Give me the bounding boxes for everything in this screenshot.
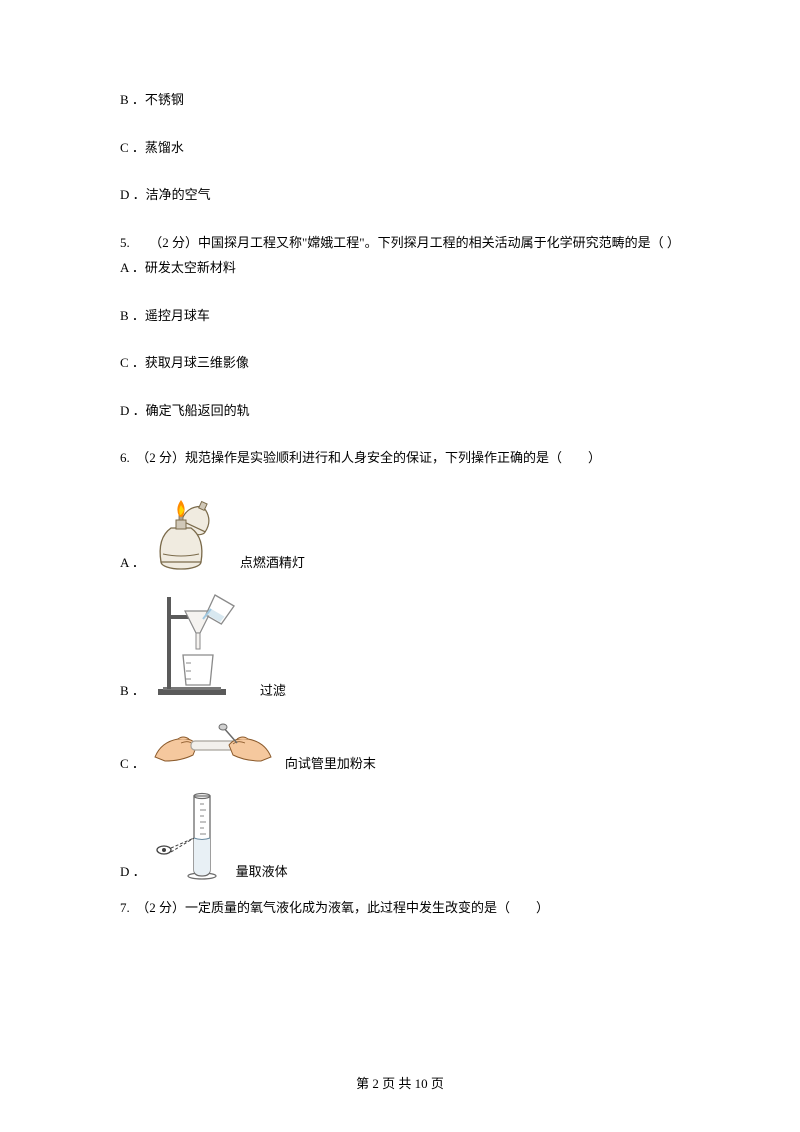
filtration-icon <box>153 589 248 699</box>
q7-stem: 7. （2 分）一定质量的氧气液化成为液氧，此过程中发生改变的是（ ） <box>90 898 720 918</box>
q4-option-d: D ．洁净的空气 <box>90 185 720 205</box>
q5-option-a: A ．研发太空新材料 <box>90 258 720 278</box>
q6-c-letter: C ． <box>120 753 145 772</box>
measuring-cylinder-icon <box>154 790 224 880</box>
add-powder-icon <box>153 717 273 772</box>
q6-option-c: C ． 向试管里加粉末 <box>90 717 720 772</box>
q4-option-b: B ．不锈钢 <box>90 90 720 110</box>
q5-option-c: C ．获取月球三维影像 <box>90 353 720 373</box>
q6-a-desc: 点燃酒精灯 <box>240 552 305 571</box>
q6-a-letter: A ． <box>120 552 145 571</box>
q6-d-desc: 量取液体 <box>236 861 288 880</box>
q6-option-b: B ． 过滤 <box>90 589 720 699</box>
q6-d-letter: D ． <box>120 861 146 880</box>
q6-b-desc: 过滤 <box>260 680 286 699</box>
q6-stem: 6. （2 分）规范操作是实验顺利进行和人身安全的保证，下列操作正确的是（ ） <box>90 448 720 468</box>
q6-c-desc: 向试管里加粉末 <box>285 753 376 772</box>
page-footer: 第 2 页 共 10 页 <box>0 1073 800 1092</box>
q6-option-a: A ． 点燃酒精灯 <box>90 496 720 571</box>
q5-stem: 5. （2 分）中国探月工程又称"嫦娥工程"。下列探月工程的相关活动属于化学研究… <box>90 233 720 253</box>
q5-option-d: D ．确定飞船返回的轨 <box>90 401 720 421</box>
q4-option-c: C ．蒸馏水 <box>90 138 720 158</box>
q5-option-b: B ．遥控月球车 <box>90 306 720 326</box>
q6-b-letter: B ． <box>120 680 145 699</box>
q6-option-d: D ． 量取液体 <box>90 790 720 880</box>
alcohol-lamp-icon <box>153 496 228 571</box>
